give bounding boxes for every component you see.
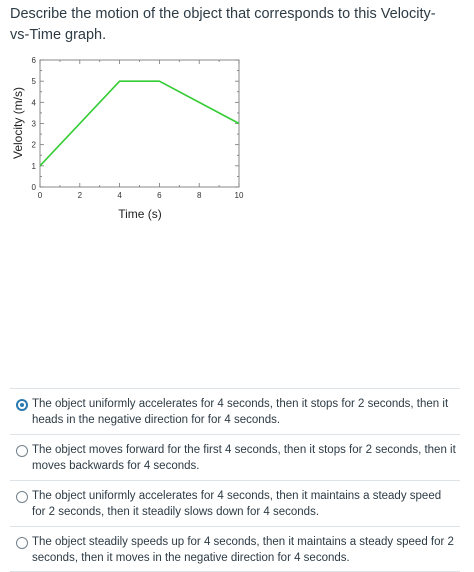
- answer-option-1[interactable]: The object uniformly accelerates for 4 s…: [10, 388, 460, 434]
- y-tick-label: 2: [32, 141, 37, 150]
- y-tick-label: 5: [32, 77, 37, 86]
- radio-button-2[interactable]: [16, 445, 28, 457]
- x-axis-label: Time (s): [118, 207, 162, 221]
- answer-text-2: The object moves forward for the first 4…: [32, 444, 456, 472]
- x-tick-label: 2: [78, 191, 83, 200]
- y-tick-label: 0: [32, 183, 37, 192]
- y-axis-label: Velocity (m/s): [11, 87, 25, 159]
- answer-option-4[interactable]: The object steadily speeds up for 4 seco…: [10, 526, 460, 572]
- chart-svg: 0 2 4 6 8 10 0 1 2 3 4 5 6 Time (s) Velocity (m/s): [11, 56, 244, 221]
- x-tick-label: 4: [117, 191, 122, 200]
- question-text: Describe the motion of the object that c…: [10, 6, 436, 43]
- velocity-time-chart: 0 2 4 6 8 10 0 1 2 3 4 5 6 Time (s) Velocity (m/s): [0, 46, 260, 226]
- answer-option-2[interactable]: The object moves forward for the first 4…: [10, 434, 460, 480]
- x-tick-label: 0: [38, 191, 43, 200]
- velocity-series-line: [39, 80, 240, 167]
- ticks-layer: [39, 59, 240, 188]
- answer-text-4: The object steadily speeds up for 4 seco…: [32, 536, 454, 564]
- answer-list: The object uniformly accelerates for 4 s…: [10, 388, 460, 572]
- radio-button-3[interactable]: [16, 491, 28, 503]
- y-tick-label: 3: [32, 120, 37, 129]
- answer-option-3[interactable]: The object uniformly accelerates for 4 s…: [10, 480, 460, 526]
- x-tick-label: 8: [197, 191, 202, 200]
- x-tick-label: 6: [157, 191, 162, 200]
- labels-layer: 0 2 4 6 8 10 0 1 2 3 4 5 6: [32, 56, 244, 200]
- y-tick-label: 4: [32, 98, 37, 107]
- x-tick-label: 10: [235, 191, 244, 200]
- plot-frame: [39, 59, 240, 188]
- y-tick-label: 6: [32, 56, 37, 65]
- answer-text-3: The object uniformly accelerates for 4 s…: [32, 490, 442, 518]
- answer-text-1: The object uniformly accelerates for 4 s…: [32, 398, 449, 426]
- radio-button-1[interactable]: [16, 399, 28, 411]
- y-tick-label: 1: [32, 162, 37, 171]
- radio-button-4[interactable]: [16, 537, 28, 549]
